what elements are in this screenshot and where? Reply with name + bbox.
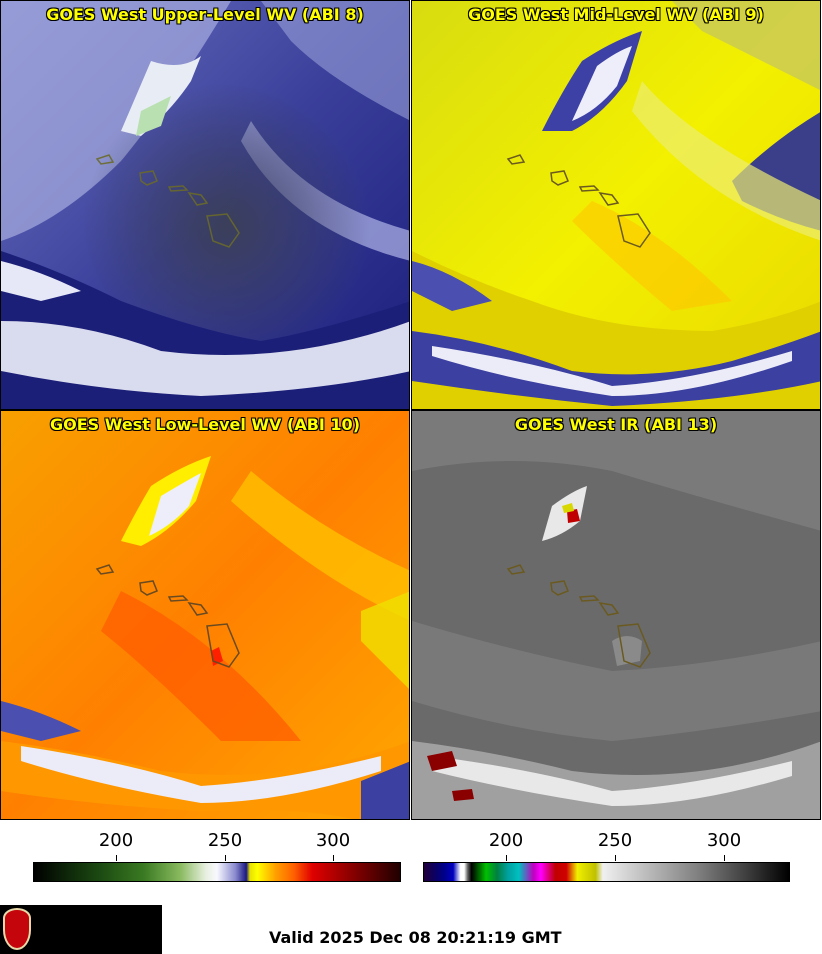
aos-logo <box>0 905 162 954</box>
hawaii-islands-outline <box>95 564 240 668</box>
ir-colorbar-tick-label: 300 <box>706 830 742 851</box>
panel-title-low-level-wv: GOES West Low-Level WV (ABI 10) <box>49 415 360 434</box>
ir-image <box>412 411 820 819</box>
panel-title-upper-level-wv: GOES West Upper-Level WV (ABI 8) <box>46 5 364 24</box>
panel-upper-level-wv: GOES West Upper-Level WV (ABI 8) <box>0 0 410 410</box>
wv-colorbar-tick-label: 300 <box>315 830 351 851</box>
panel-low-level-wv: GOES West Low-Level WV (ABI 10) <box>0 410 410 820</box>
wv-colorbar: 200 250 300 <box>0 822 411 884</box>
wv-colorbar-tick-label: 200 <box>98 830 134 851</box>
wv-colorbar-tick <box>116 855 117 861</box>
valid-time-label: Valid 2025 Dec 08 20:21:19 GMT <box>269 928 562 947</box>
wv-colorbar-gradient <box>33 862 401 882</box>
wv-colorbar-tick <box>333 855 334 861</box>
panel-ir: GOES West IR (ABI 13) <box>411 410 821 820</box>
ir-colorbar-tick-label: 200 <box>488 830 524 851</box>
ir-colorbar-tick <box>506 855 507 861</box>
ir-colorbar: 200 250 300 <box>411 822 822 884</box>
hawaii-islands-outline <box>506 154 651 248</box>
panel-title-ir: GOES West IR (ABI 13) <box>514 415 718 434</box>
panel-title-mid-level-wv: GOES West Mid-Level WV (ABI 9) <box>468 5 764 24</box>
ir-colorbar-gradient <box>423 862 790 882</box>
hawaii-islands-outline <box>506 564 651 668</box>
ir-colorbar-tick <box>724 855 725 861</box>
wv-colorbar-tick-label: 250 <box>207 830 243 851</box>
panel-mid-level-wv: GOES West Mid-Level WV (ABI 9) <box>411 0 821 410</box>
ir-colorbar-tick <box>615 855 616 861</box>
ir-colorbar-tick-label: 250 <box>597 830 633 851</box>
low-level-wv-image <box>1 411 409 819</box>
uw-crest-icon <box>3 908 31 950</box>
hawaii-islands-outline <box>95 154 240 248</box>
mid-level-wv-image <box>412 1 820 409</box>
wv-colorbar-tick <box>225 855 226 861</box>
upper-level-wv-image <box>1 1 409 409</box>
